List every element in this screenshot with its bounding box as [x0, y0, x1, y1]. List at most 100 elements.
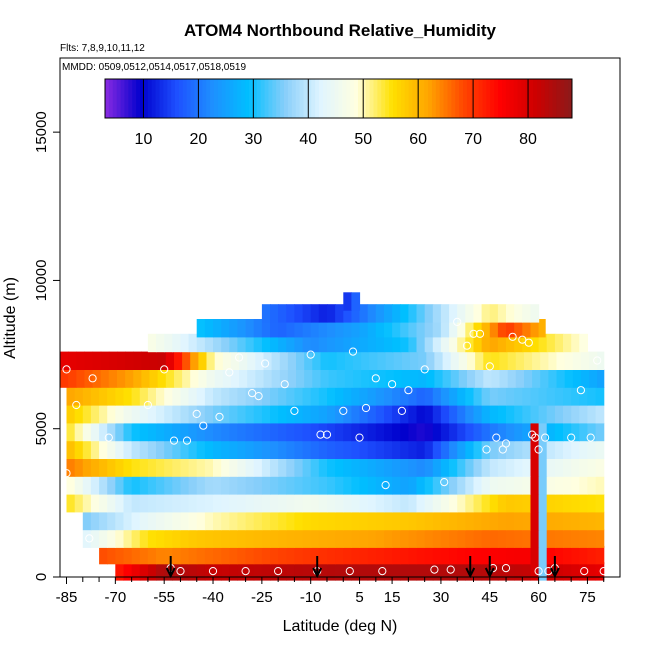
heatmap-cell — [571, 562, 580, 581]
heatmap-cell — [408, 545, 418, 565]
heatmap-cell — [424, 562, 434, 581]
heatmap-cell — [449, 405, 458, 424]
heatmap-cell — [204, 405, 214, 424]
heatmap-cell — [375, 476, 385, 495]
heatmap-cell — [90, 494, 100, 513]
heatmap-cell — [532, 369, 541, 388]
heatmap-cell — [465, 405, 474, 424]
heatmap-cell — [270, 387, 279, 406]
colorbar-cell — [307, 79, 312, 118]
heatmap-cells — [60, 292, 605, 581]
colorbar-cell — [159, 79, 164, 118]
heatmap-cell — [506, 494, 515, 513]
heatmap-cell — [213, 319, 222, 338]
heatmap-cell — [229, 562, 238, 581]
heatmap-cell — [196, 494, 206, 513]
heatmap-cell — [416, 304, 426, 323]
colorbar-cell — [439, 79, 445, 118]
heatmap-cell — [213, 422, 222, 442]
heatmap-cell — [107, 494, 116, 513]
heatmap-cell — [131, 458, 141, 477]
heatmap-cell — [318, 333, 328, 353]
heatmap-cell — [123, 422, 133, 442]
heatmap-cell — [74, 440, 84, 459]
x-tick-label: -25 — [251, 589, 273, 606]
heatmap-cell — [522, 319, 531, 338]
heatmap-cell — [473, 511, 483, 531]
heatmap-cell — [595, 494, 605, 513]
arrow-marker — [165, 556, 176, 579]
heatmap-cell — [239, 369, 248, 388]
profile-point — [348, 347, 358, 356]
heatmap-cell — [294, 545, 304, 565]
heatmap-cell — [180, 529, 190, 548]
heatmap-cell — [481, 476, 491, 495]
heatmap-cell — [467, 351, 476, 370]
heatmap-cell — [416, 458, 426, 477]
heatmap-cell — [359, 476, 369, 495]
heatmap-cell — [546, 458, 556, 477]
heatmap-cell — [434, 369, 444, 388]
heatmap-cell — [571, 387, 580, 406]
heatmap-cell — [595, 422, 605, 442]
heatmap-cell — [359, 545, 369, 565]
heatmap-cell — [579, 405, 588, 424]
heatmap-cell — [327, 562, 336, 581]
heatmap-cell — [327, 476, 336, 495]
heatmap-cell — [99, 511, 108, 531]
heatmap-cell — [66, 476, 76, 495]
colorbar-cell — [128, 79, 133, 118]
heatmap-cell — [310, 494, 320, 513]
heatmap-cell — [481, 405, 491, 424]
heatmap-cell — [530, 494, 540, 513]
heatmap-cell — [327, 387, 336, 406]
y-tick-label: 5000 — [33, 412, 50, 445]
heatmap-cell — [489, 529, 499, 548]
heatmap-cell — [401, 369, 411, 388]
heatmap-cell — [100, 369, 110, 388]
colorbar-cell — [210, 79, 215, 118]
heatmap-cell — [90, 458, 100, 477]
chart-title: ATOM4 Northbound Relative_Humidity — [184, 21, 497, 40]
heatmap-cell — [196, 458, 206, 477]
heatmap-cell — [554, 476, 564, 495]
heatmap-cell — [359, 387, 369, 406]
heatmap-cell — [375, 319, 385, 338]
heatmap-cell — [457, 458, 466, 477]
heatmap-cell — [497, 405, 507, 424]
heatmap-cell — [229, 511, 238, 531]
heatmap-cell — [424, 304, 434, 323]
heatmap-cell — [147, 562, 157, 581]
heatmap-cell — [139, 422, 149, 442]
heatmap-cell — [424, 511, 434, 531]
heatmap-cell — [522, 476, 531, 495]
heatmap-cell — [296, 369, 305, 388]
heatmap-cell — [327, 529, 336, 548]
heatmap-cell — [424, 440, 434, 459]
heatmap-cell — [245, 405, 255, 424]
heatmap-cell — [392, 319, 401, 338]
colorbar-cell — [284, 79, 289, 118]
heatmap-cell — [294, 476, 304, 495]
heatmap-cell — [563, 476, 572, 495]
heatmap-cell — [188, 422, 198, 442]
heatmap-cell — [416, 511, 426, 531]
heatmap-cell — [253, 387, 263, 406]
colorbar-cell — [338, 79, 343, 118]
heatmap-cell — [115, 562, 124, 581]
heatmap-cell — [253, 476, 263, 495]
heatmap-cell — [196, 422, 206, 442]
heatmap-cell — [139, 458, 149, 477]
heatmap-cell — [99, 440, 108, 459]
heatmap-cell — [384, 405, 393, 424]
heatmap-cell — [457, 405, 466, 424]
heatmap-cell — [440, 458, 450, 477]
heatmap-cell — [424, 494, 434, 513]
heatmap-cell — [310, 529, 320, 548]
heatmap-cell — [237, 494, 247, 513]
heatmap-cell — [522, 440, 531, 459]
heatmap-cell — [416, 387, 426, 406]
profile-point — [404, 386, 413, 395]
colorbar-cell — [564, 79, 569, 118]
heatmap-cell — [579, 562, 588, 581]
